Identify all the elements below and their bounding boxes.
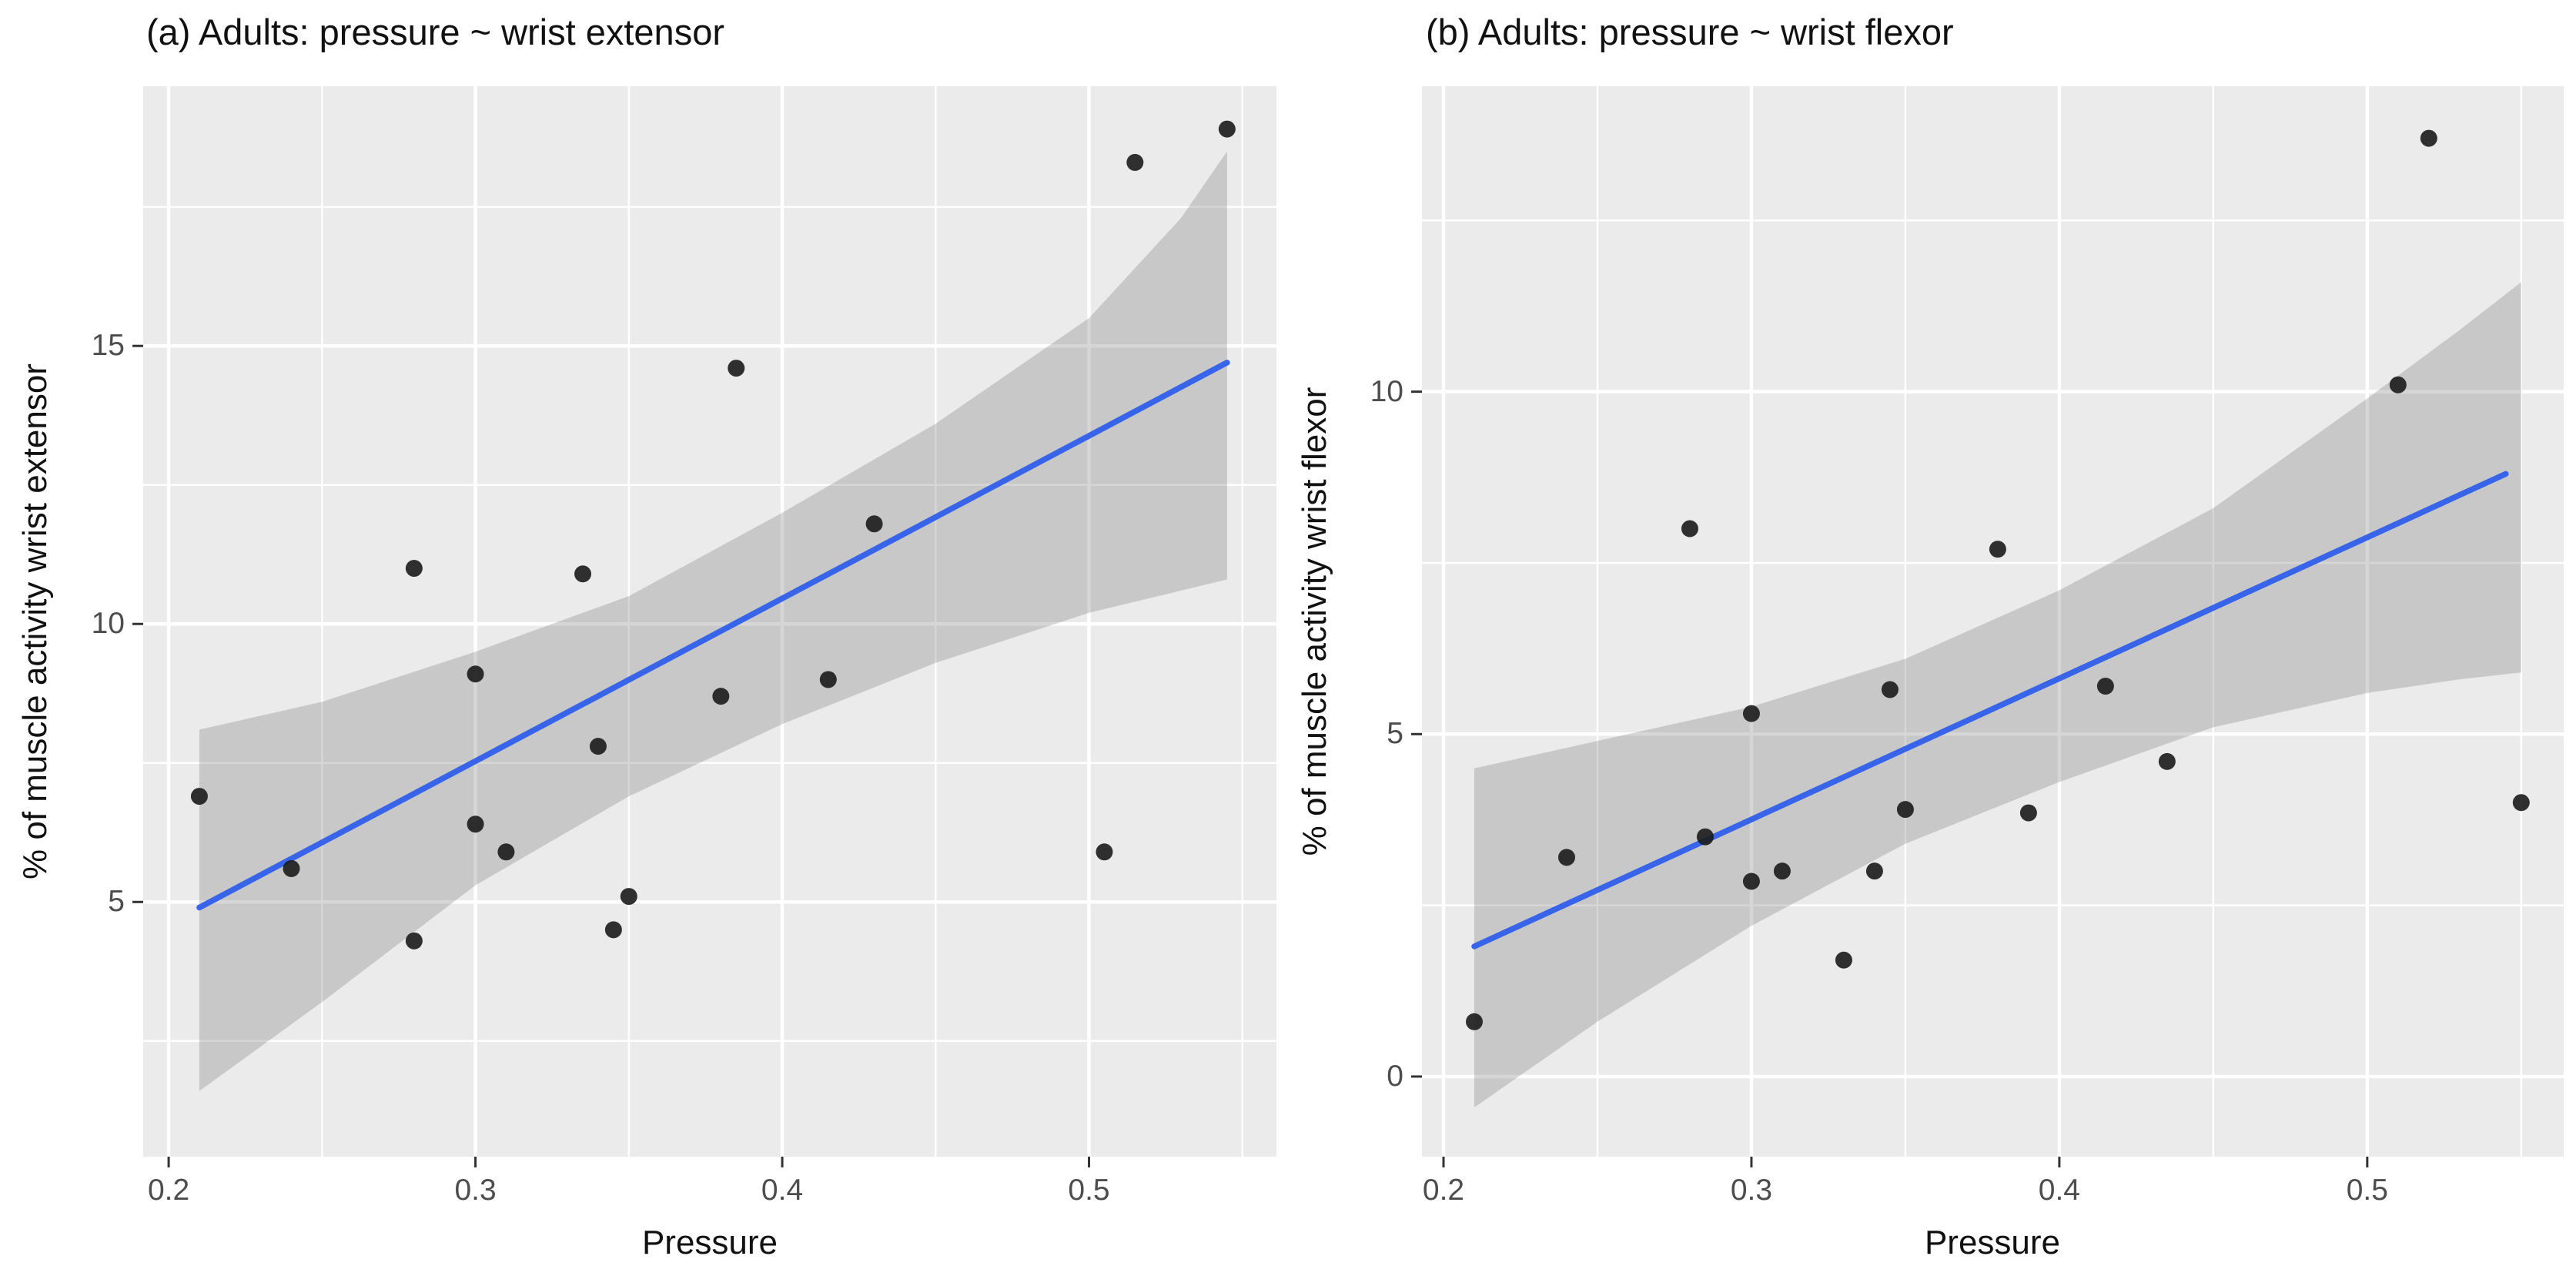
regression-line [196, 360, 1230, 911]
data-point [1681, 520, 1698, 538]
data-point [1696, 828, 1714, 846]
data-point [1989, 541, 2006, 558]
panel-a-x-axis-label: Pressure [641, 1224, 778, 1261]
data-point [2096, 678, 2114, 695]
confidence-band [199, 151, 1227, 1091]
data-point [2512, 794, 2530, 812]
data-point [190, 788, 208, 805]
regression-line [1471, 471, 2509, 950]
data-point [1881, 681, 1899, 698]
y-tick-label: 15 [91, 329, 125, 363]
grid-major [143, 86, 1276, 1157]
x-tick-label: 0.3 [1730, 1174, 1773, 1207]
data-point [2158, 752, 2176, 770]
data-point [2389, 376, 2407, 394]
x-tick-label: 0.2 [1422, 1174, 1465, 1207]
y-tick-label: 5 [108, 885, 125, 919]
data-point [1742, 705, 1760, 722]
y-tick-label: 10 [91, 607, 125, 641]
data-point [1096, 843, 1113, 861]
x-tick-label: 0.5 [2346, 1174, 2388, 1207]
data-point [1773, 862, 1791, 880]
grid-major [1422, 86, 2564, 1157]
panel-b-title: (b) Adults: pressure ~ wrist flexor [1426, 12, 1954, 52]
panel-a-plot-area [132, 86, 1276, 1167]
panel-background [1422, 86, 2564, 1157]
data-point [1865, 862, 1883, 880]
x-tick-label: 0.3 [454, 1174, 497, 1207]
data-point [728, 360, 745, 377]
data-point [283, 859, 300, 877]
data-point [604, 921, 622, 939]
data-point [497, 843, 515, 861]
x-tick-label: 0.4 [2038, 1174, 2080, 1207]
panel-b-x-axis-label: Pressure [1924, 1224, 2061, 1261]
data-point [819, 671, 837, 688]
panel-a-title: (a) Adults: pressure ~ wrist extensor [146, 12, 724, 52]
data-point [1126, 153, 1144, 171]
axis-ticks [1411, 390, 2369, 1167]
data-point [1557, 849, 1575, 866]
data-points [190, 120, 1236, 950]
data-point [1465, 1013, 1483, 1030]
axis-ticks [132, 344, 1091, 1167]
data-points [1465, 129, 2530, 1030]
x-tick-label: 0.5 [1068, 1174, 1110, 1207]
data-point [1742, 872, 1760, 890]
y-tick-label: 0 [1387, 1059, 1403, 1093]
x-tick-label: 0.4 [761, 1174, 804, 1207]
data-point [1835, 951, 1852, 969]
data-point [589, 738, 607, 755]
data-point [1896, 801, 1914, 819]
data-point [865, 515, 883, 533]
y-tick-label: 5 [1387, 717, 1403, 751]
data-point [405, 560, 423, 578]
confidence-band [1474, 282, 2521, 1107]
data-point [620, 888, 637, 906]
data-point [467, 816, 484, 833]
data-point [2019, 804, 2037, 822]
data-point [574, 565, 592, 583]
grid-minor [1422, 86, 2564, 1157]
data-point [405, 932, 423, 950]
x-tick-label: 0.2 [147, 1174, 190, 1207]
data-point [2420, 129, 2437, 147]
data-point [467, 665, 484, 683]
panel-b-plot-area [1411, 86, 2564, 1167]
y-tick-label: 10 [1370, 374, 1403, 408]
data-point [1218, 120, 1236, 138]
data-point [712, 688, 730, 705]
